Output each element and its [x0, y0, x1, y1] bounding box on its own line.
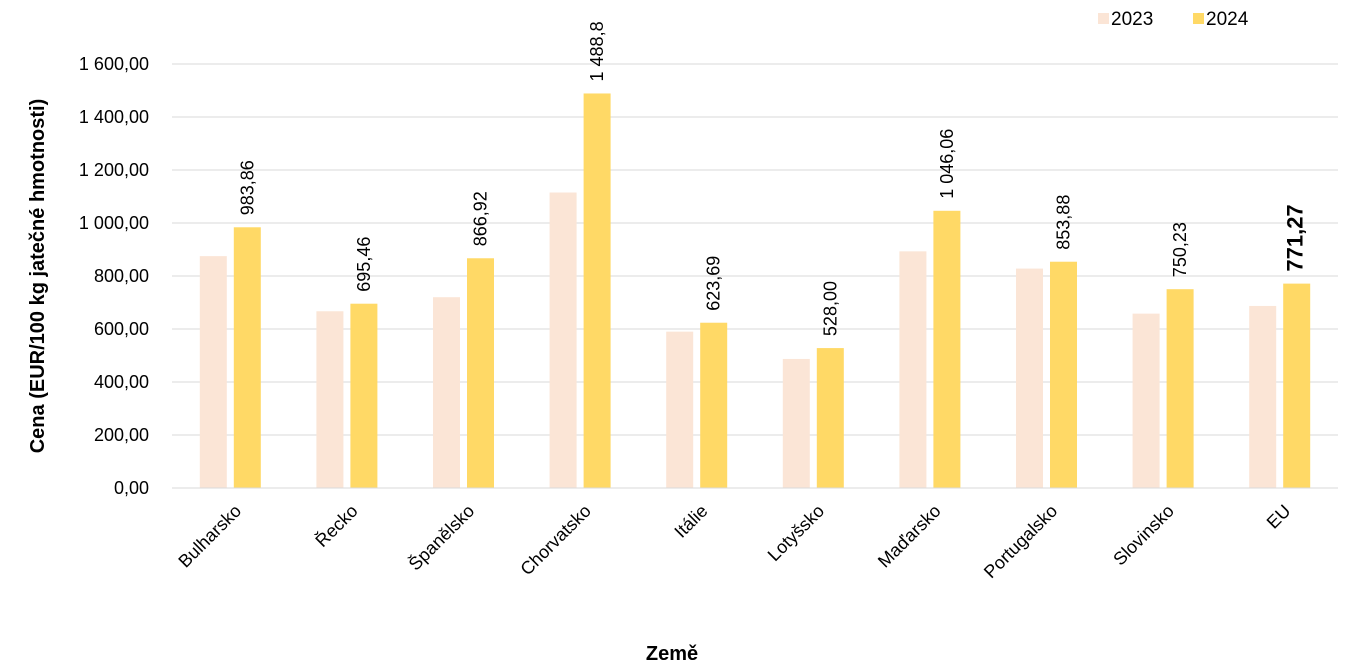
- y-tick-label: 800,00: [94, 266, 149, 286]
- x-axis-title: Země: [646, 643, 698, 664]
- bar-2024-Bulharsko: [233, 227, 261, 488]
- data-label-2024-Španělsko: 866,92: [471, 191, 491, 246]
- bar-2023-Řecko: [316, 311, 344, 488]
- bar-2023-EU: [1249, 305, 1277, 488]
- data-label-2024-Lotyšsko: 528,00: [820, 281, 840, 336]
- data-label-2024-Maďarsko: 1 046,06: [937, 129, 957, 199]
- x-tick-label: EU: [1263, 501, 1295, 533]
- x-tick-label: Španělsko: [404, 500, 478, 574]
- bar-2024-Slovinsko: [1166, 289, 1194, 488]
- x-tick-label: Řecko: [312, 501, 362, 551]
- x-tick-label: Bulharsko: [174, 501, 245, 572]
- y-axis-title: Cena (EUR/100 kg jatečné hmotnosti): [27, 99, 49, 454]
- bar-2023-Slovinsko: [1132, 313, 1160, 488]
- data-label-2024-Chorvatsko: 1 488,8: [587, 21, 607, 81]
- bar-2024-Portugalsko: [1050, 261, 1077, 488]
- legend-swatch-2023: [1098, 13, 1109, 24]
- legend-label-2024: 2024: [1206, 9, 1249, 30]
- bar-2023-Chorvatsko: [549, 192, 577, 488]
- y-tick-label: 1 200,00: [79, 160, 149, 180]
- data-label-2024-Itálie: 623,69: [704, 256, 724, 311]
- y-tick-label: 400,00: [94, 372, 149, 392]
- data-label-2024-Slovinsko: 750,23: [1170, 222, 1190, 277]
- bar-2023-Lotyšsko: [782, 358, 810, 488]
- y-tick-label: 600,00: [94, 319, 149, 339]
- x-tick-label: Slovinsko: [1109, 501, 1178, 570]
- legend-label-2023: 2023: [1111, 9, 1153, 30]
- data-labels: 983,86 695,46 866,92 1 488,8 623,69 528,00 1 0…: [237, 21, 1307, 336]
- data-label-2024-Portugalsko: 853,88: [1054, 195, 1074, 250]
- y-tick-label: 200,00: [94, 425, 149, 445]
- bar-2024-Řecko: [350, 303, 378, 488]
- y-tick-label: 0,00: [114, 478, 149, 498]
- bar-2023-Portugalsko: [1016, 268, 1043, 488]
- bar-2024-EU: [1283, 283, 1311, 488]
- y-tick-label: 1 400,00: [79, 107, 149, 127]
- data-label-2024-Bulharsko: 983,86: [237, 160, 257, 215]
- x-tick-label: Itálie: [670, 501, 711, 542]
- bar-2024-Maďarsko: [933, 210, 961, 488]
- bar-2023-Španělsko: [433, 297, 460, 488]
- y-axis-tick-labels: 0,00 200,00 400,00 600,00 800,00 1 000,00 1 20…: [79, 54, 149, 498]
- bar-2024-Itálie: [700, 322, 728, 488]
- legend: 2023 2024: [1098, 9, 1249, 30]
- x-tick-label: Chorvatsko: [516, 501, 595, 580]
- bar-2023-Itálie: [666, 331, 694, 488]
- bar-2024-Lotyšsko: [816, 348, 844, 488]
- bar-2023-Maďarsko: [899, 251, 927, 488]
- x-tick-label: Maďarsko: [874, 501, 945, 572]
- bar-2024-Chorvatsko: [583, 93, 611, 488]
- y-tick-label: 1 600,00: [79, 54, 149, 74]
- x-tick-label: Lotyšsko: [764, 501, 828, 565]
- bar-2023-Bulharsko: [199, 256, 227, 488]
- bar-2024-Španělsko: [467, 258, 494, 488]
- y-tick-label: 1 000,00: [79, 213, 149, 233]
- data-label-2024-EU: 771,27: [1283, 204, 1308, 271]
- legend-swatch-2024: [1193, 13, 1204, 24]
- data-label-2024-Řecko: 695,46: [354, 237, 374, 292]
- x-axis-tick-labels: Bulharsko Řecko Španělsko Chorvatsko Itálie L…: [174, 500, 1294, 582]
- x-tick-label: Portugalsko: [980, 501, 1061, 582]
- gridlines: [172, 63, 1338, 436]
- bars: [199, 93, 1311, 488]
